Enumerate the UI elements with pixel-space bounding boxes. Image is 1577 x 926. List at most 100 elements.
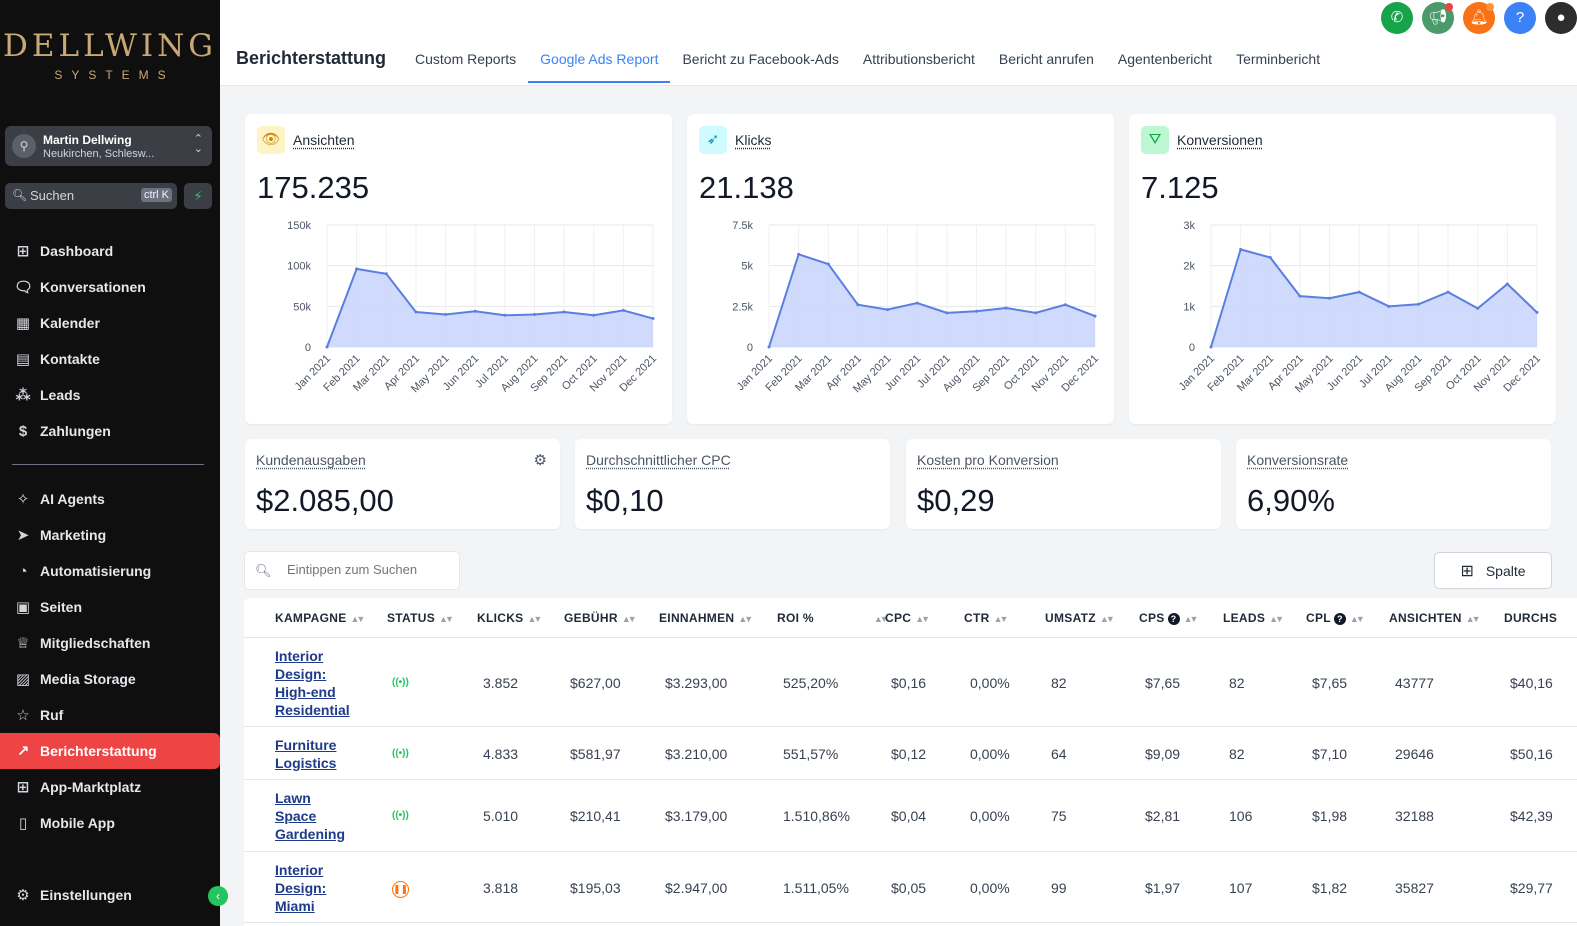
sidebar-search[interactable]: 🔍︎ Suchen ctrl K [5, 183, 177, 209]
tab-terminbericht[interactable]: Terminbericht [1236, 51, 1321, 67]
account-switcher[interactable]: ⚲ Martin Dellwing Neukirchen, Schlesw...… [5, 126, 212, 166]
column-header[interactable]: CPS? ▲▼ [1139, 611, 1199, 625]
collapse-sidebar-button[interactable]: ‹ [208, 886, 228, 906]
data-point[interactable] [945, 311, 949, 315]
sort-icon[interactable]: ▲▼ [1183, 614, 1199, 624]
sidebar-item-seiten[interactable]: ▣ Seiten [0, 589, 220, 625]
tab-custom-reports[interactable]: Custom Reports [415, 51, 517, 67]
user-avatar[interactable]: ● [1545, 2, 1577, 34]
campaign-link[interactable]: Interior Design: High-end Residential [275, 647, 355, 719]
sort-icon[interactable]: ▲▼ [873, 614, 889, 624]
campaign-link[interactable]: Lawn Space Gardening [275, 789, 355, 843]
help-icon[interactable]: ? [1504, 2, 1536, 34]
sidebar-item-settings[interactable]: ⚙ Einstellungen [0, 877, 220, 913]
column-header[interactable]: KAMPAGNE ▲▼ [275, 611, 366, 625]
sort-icon[interactable]: ▲▼ [738, 614, 753, 624]
sidebar-item-mitgliedschaften[interactable]: ♕ Mitgliedschaften [0, 625, 220, 661]
sidebar-item-dashboard[interactable]: ⊞ Dashboard [0, 233, 220, 269]
data-point[interactable] [1446, 290, 1450, 294]
sidebar-item-app-marktplatz[interactable]: ⊞ App-Marktplatz [0, 769, 220, 805]
column-header[interactable]: STATUS ▲▼ [387, 611, 454, 625]
data-point[interactable] [1357, 290, 1361, 294]
column-header[interactable]: ANSICHTEN ▲▼ [1389, 611, 1481, 625]
data-point[interactable] [797, 252, 801, 256]
bell-icon[interactable]: 🔔︎ [1463, 2, 1495, 34]
sidebar-item-leads[interactable]: ⁂ Leads [0, 377, 220, 413]
data-point[interactable] [1476, 306, 1480, 310]
table-search-input[interactable] [287, 562, 447, 577]
column-header[interactable]: CPC ▲▼ [885, 611, 930, 625]
logo[interactable]: DELLWING SYSTEMS [0, 28, 220, 82]
data-point[interactable] [1063, 303, 1067, 307]
sidebar-item-ruf[interactable]: ☆ Ruf [0, 697, 220, 733]
help-icon[interactable]: ? [1333, 613, 1346, 625]
data-point[interactable] [414, 310, 418, 314]
column-header[interactable]: CPL? ▲▼ [1306, 611, 1365, 625]
data-point[interactable] [473, 309, 477, 313]
data-point[interactable] [325, 345, 329, 349]
data-point[interactable] [1209, 345, 1213, 349]
sort-icon[interactable]: ▲▼ [1099, 614, 1115, 624]
data-point[interactable] [1535, 310, 1539, 314]
tab-bericht-zu-facebook-ads[interactable]: Bericht zu Facebook-Ads [682, 51, 839, 67]
megaphone-icon[interactable]: 📢︎ [1422, 2, 1454, 34]
column-header[interactable]: DURCHS [1504, 611, 1557, 625]
data-point[interactable] [503, 313, 507, 317]
sort-icon[interactable]: ▲▼ [1269, 614, 1284, 624]
data-point[interactable] [1505, 282, 1509, 286]
sidebar-item-zahlungen[interactable]: $ Zahlungen [0, 413, 220, 449]
data-point[interactable] [562, 310, 566, 314]
data-point[interactable] [915, 301, 919, 305]
sort-icon[interactable]: ▲▼ [527, 614, 542, 624]
data-point[interactable] [1328, 296, 1332, 300]
data-point[interactable] [1298, 294, 1302, 298]
column-header[interactable]: ROI % ▲▼ [777, 611, 889, 625]
sidebar-item-ai-agents[interactable]: ✧ AI Agents [0, 481, 220, 517]
data-point[interactable] [1239, 247, 1243, 251]
campaign-link[interactable]: Furniture Logistics [275, 736, 355, 772]
phone-icon[interactable]: ✆ [1381, 2, 1413, 34]
quick-action-bolt-icon[interactable]: ⚡︎ [184, 183, 212, 209]
sidebar-item-marketing[interactable]: ➤ Marketing [0, 517, 220, 553]
sort-icon[interactable]: ▲▼ [1465, 614, 1481, 624]
data-point[interactable] [532, 312, 536, 316]
campaign-link[interactable]: Interior Design: Miami [275, 861, 355, 915]
column-header[interactable]: GEBÜHR ▲▼ [564, 611, 637, 625]
data-point[interactable] [384, 272, 388, 276]
sort-icon[interactable]: ▲▼ [1349, 614, 1365, 624]
sort-icon[interactable]: ▲▼ [993, 614, 1009, 624]
sidebar-item-kontakte[interactable]: ▤ Kontakte [0, 341, 220, 377]
data-point[interactable] [1004, 306, 1008, 310]
sidebar-item-automatisierung[interactable]: ◔ Automatisierung [0, 553, 220, 589]
data-point[interactable] [592, 313, 596, 317]
data-point[interactable] [621, 308, 625, 312]
help-icon[interactable]: ? [1167, 613, 1180, 625]
tab-agentenbericht[interactable]: Agentenbericht [1117, 51, 1213, 67]
sidebar-item-media-storage[interactable]: ▨ Media Storage [0, 661, 220, 697]
tab-bericht-anrufen[interactable]: Bericht anrufen [998, 51, 1094, 67]
sidebar-item-konversationen[interactable]: 🗨︎ Konversationen [0, 269, 220, 305]
data-point[interactable] [1093, 314, 1097, 318]
data-point[interactable] [767, 345, 771, 349]
data-point[interactable] [651, 317, 655, 321]
data-point[interactable] [1034, 311, 1038, 315]
tab-google-ads-report[interactable]: Google Ads Report [528, 36, 671, 83]
data-point[interactable] [856, 303, 860, 307]
sidebar-item-mobile-app[interactable]: ▯ Mobile App [0, 805, 220, 841]
tab-attributionsbericht[interactable]: Attributionsbericht [862, 51, 975, 67]
sort-icon[interactable]: ▲▼ [915, 614, 930, 624]
columns-button[interactable]: ⊞ Spalte [1434, 552, 1552, 589]
data-point[interactable] [886, 308, 890, 312]
column-header[interactable]: LEADS ▲▼ [1223, 611, 1284, 625]
data-point[interactable] [1268, 256, 1272, 260]
data-point[interactable] [826, 262, 830, 266]
sort-icon[interactable]: ▲▼ [439, 614, 454, 624]
data-point[interactable] [355, 267, 359, 271]
data-point[interactable] [444, 312, 448, 316]
column-header[interactable]: UMSATZ ▲▼ [1045, 611, 1115, 625]
column-header[interactable]: KLICKS ▲▼ [477, 611, 542, 625]
data-point[interactable] [974, 309, 978, 313]
sidebar-item-kalender[interactable]: ▦ Kalender [0, 305, 220, 341]
sort-icon[interactable]: ▲▼ [350, 614, 366, 624]
column-header[interactable]: CTR ▲▼ [964, 611, 1009, 625]
